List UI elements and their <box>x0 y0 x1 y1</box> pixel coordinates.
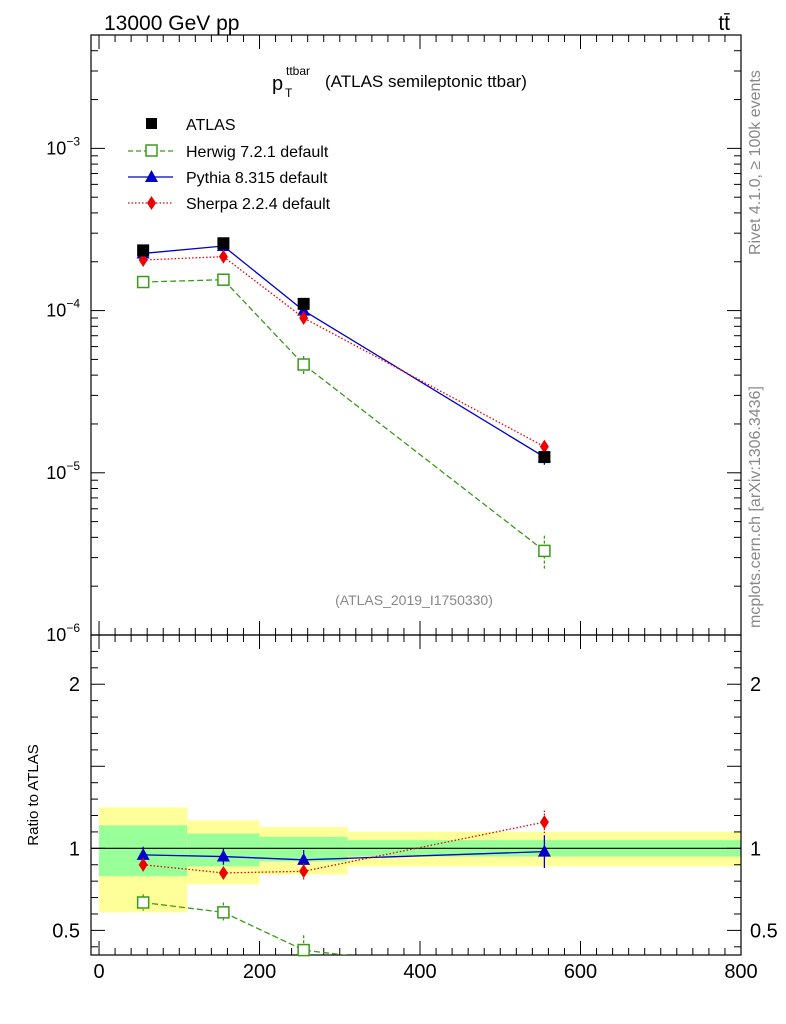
rivet-label: Rivet 4.1.0, ≥ 100k events <box>747 70 764 255</box>
legend-herwig-marker <box>145 144 158 157</box>
main-herwig-line <box>143 279 545 552</box>
legend-sherpa-marker <box>147 196 156 210</box>
ratio-ytick-label-left-2: 2 <box>69 674 80 696</box>
ratio-pythia-point-1 <box>216 849 230 862</box>
legend-herwig-label: Herwig 7.2.1 default <box>186 144 329 161</box>
ratio-uncertainty-bands <box>91 807 741 913</box>
ratio-ytick-label-left-0: 0.5 <box>52 920 80 942</box>
main-atlas-point-0 <box>137 244 150 257</box>
title-sub: T <box>285 86 293 100</box>
tick-labels: 10−3 10−4 10−5 10−6 0.5 0.5 1 1 2 2 0 200 400 600 800 <box>46 134 778 983</box>
process-label: tt̄ <box>718 12 730 35</box>
xtick-label-2: 400 <box>403 961 436 983</box>
ratio-herwig-point-1 <box>217 906 230 919</box>
main-herwig-point-1 <box>217 273 230 286</box>
xtick-label-3: 600 <box>564 961 597 983</box>
main-pythia-line <box>143 245 545 458</box>
legend: ATLAS Herwig 7.2.1 default Pythia 8.315 … <box>128 117 331 213</box>
main-sherpa-point-1 <box>218 249 228 264</box>
ratio-ylabel: Ratio to ATLAS <box>25 744 42 845</box>
legend-sherpa-label: Sherpa 2.2.4 default <box>186 196 331 213</box>
ratio-herwig-point-0 <box>136 896 150 909</box>
ratio-series <box>136 810 551 957</box>
ratio-sherpa-point-1 <box>218 865 228 880</box>
axis-ticks <box>91 34 742 955</box>
ratio-pythia-point-2 <box>297 852 311 865</box>
main-ytick-label-1: 10−4 <box>46 297 80 321</box>
analysis-id: (ATLAS_2019_I1750330) <box>335 592 493 608</box>
ratio-herwig-line <box>143 901 350 955</box>
ratio-sherpa-point-2 <box>299 864 309 879</box>
ratio-sherpa-line <box>143 821 545 874</box>
main-atlas-point-2 <box>297 297 310 310</box>
energy-label: 13000 GeV pp <box>104 12 239 35</box>
legend-atlas-label: ATLAS <box>186 117 236 134</box>
ratio-pythia-point-3 <box>537 844 551 857</box>
plot-title: p ttbar T (ATLAS semileptonic ttbar) <box>272 64 527 100</box>
xtick-label-0: 0 <box>93 961 104 983</box>
ratio-ytick-label-right-0: 0.5 <box>750 920 778 942</box>
legend-pythia-label: Pythia 8.315 default <box>186 170 328 187</box>
ratio-herwig-point-2 <box>297 943 310 957</box>
main-herwig-point-3 <box>538 544 551 558</box>
main-atlas-point-3 <box>538 451 551 464</box>
legend-atlas-marker <box>146 118 157 129</box>
main-herwig-point-0 <box>136 275 150 289</box>
ratio-pythia-line <box>143 850 545 861</box>
main-series <box>136 237 551 571</box>
main-sherpa-point-2 <box>299 311 309 326</box>
ratio-sherpa-point-0 <box>138 857 148 872</box>
title-p: p <box>272 73 283 95</box>
main-sherpa-point-3 <box>539 439 549 454</box>
ratio-ytick-label-right-1: 1 <box>750 838 761 860</box>
ratio-ytick-label-left-1: 1 <box>69 838 80 860</box>
main-sherpa-point-0 <box>138 253 148 268</box>
ratio-ytick-label-right-2: 2 <box>750 674 761 696</box>
ratio-sherpa-point-3 <box>539 815 549 830</box>
ratio-frame <box>90 634 742 956</box>
legend-pythia-marker <box>145 170 158 182</box>
main-sherpa-line <box>143 256 545 448</box>
main-ytick-label-3: 10−6 <box>46 621 80 645</box>
title-sup: ttbar <box>286 64 310 78</box>
main-herwig-point-2 <box>297 358 310 371</box>
title-rest: (ATLAS semileptonic ttbar) <box>325 72 527 91</box>
main-ytick-label-0: 10−3 <box>46 134 80 158</box>
xtick-label-1: 200 <box>243 961 276 983</box>
main-ytick-label-2: 10−5 <box>46 459 80 483</box>
xtick-label-4: 800 <box>724 961 757 983</box>
ratio-pythia-point-0 <box>136 847 150 860</box>
main-atlas-point-1 <box>217 237 230 250</box>
source-label: mcplots.cern.ch [arXiv:1306.3436] <box>747 386 764 628</box>
